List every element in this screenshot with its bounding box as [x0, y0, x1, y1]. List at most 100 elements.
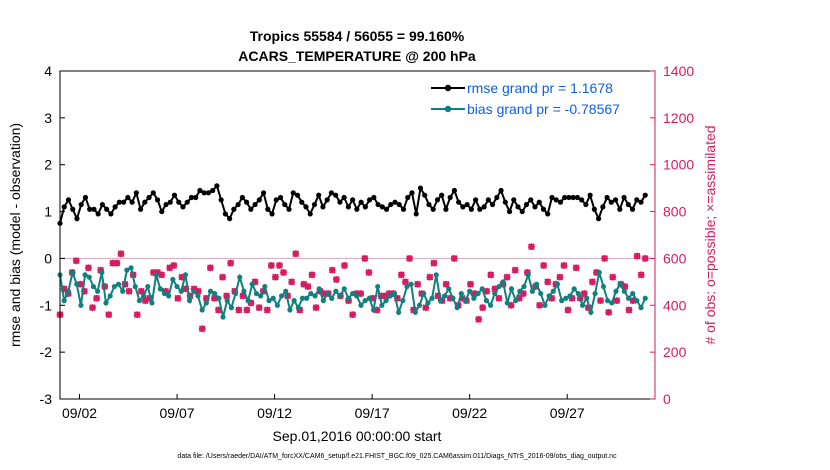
rmse-point — [595, 216, 602, 222]
bias-point — [337, 293, 343, 299]
bias-point — [103, 300, 109, 306]
rmse-point — [222, 211, 228, 217]
bias-point — [529, 288, 535, 294]
legend: rmse grand pr = 1.1678 bias grand pr = -… — [431, 80, 620, 117]
rmse-point — [388, 201, 394, 208]
bias-point — [362, 298, 368, 304]
rmse-point — [65, 197, 72, 203]
bias-point — [107, 293, 113, 299]
bias-point — [496, 283, 502, 290]
y-axis-right-label: # of obs: o=possible; ×=assimilated — [702, 125, 718, 344]
obs-assimilated-marker — [117, 250, 125, 258]
obs-assimilated-marker — [625, 306, 633, 314]
obs-assimilated-marker — [426, 273, 434, 281]
obs-assimilated-marker — [85, 264, 92, 272]
bias-point — [299, 295, 306, 301]
rmse-point — [519, 208, 525, 215]
obs-assimilated-marker — [637, 271, 645, 279]
bias-point — [450, 295, 456, 301]
bias-point — [78, 302, 84, 308]
rmse-point — [434, 197, 441, 203]
obs-assimilated-marker — [288, 278, 296, 286]
bias-point — [437, 298, 444, 304]
bias-point — [471, 295, 477, 301]
rmse-point — [70, 206, 76, 212]
bias-point — [241, 288, 247, 294]
bias-point — [237, 274, 243, 280]
rmse-point — [137, 206, 144, 212]
bias-point — [400, 298, 406, 304]
bias-point — [115, 281, 122, 287]
rmse-point — [299, 199, 305, 205]
obs-assimilated-marker — [247, 299, 255, 307]
rmse-point — [74, 216, 80, 222]
rmse-point — [532, 204, 538, 210]
bias-point — [500, 279, 506, 285]
rmse-point — [456, 199, 462, 205]
obs-assimilated-marker — [170, 262, 178, 269]
bias-point — [559, 298, 565, 304]
obs-assimilated-marker — [308, 271, 316, 279]
obs-assimilated-marker — [272, 273, 279, 281]
obs-assimilated-marker — [219, 273, 226, 281]
rmse-point — [396, 201, 402, 208]
bias-point — [542, 302, 548, 308]
rmse-point — [324, 197, 330, 203]
bias-point — [379, 302, 385, 308]
rmse-point — [409, 190, 415, 196]
bias-point — [74, 281, 80, 287]
bias-point — [596, 269, 602, 276]
bias-point — [408, 281, 414, 287]
bias-point — [278, 293, 285, 299]
bias-point — [567, 293, 573, 299]
bias-point — [354, 293, 360, 299]
rmse-point — [193, 194, 199, 201]
bias-point — [316, 286, 322, 292]
bias-point — [132, 283, 138, 290]
rmse-point — [468, 206, 474, 212]
bias-point — [249, 281, 255, 287]
bias-point — [111, 283, 117, 290]
rmse-point — [154, 197, 161, 203]
rmse-point — [244, 199, 250, 205]
rmse-point — [159, 208, 165, 215]
rmse-point — [108, 211, 114, 217]
rmse-point — [82, 194, 89, 201]
obs-assimilated-marker — [267, 262, 275, 269]
obs-assimilated-marker — [133, 311, 141, 319]
x-tick-label: 09/27 — [550, 405, 585, 421]
bias-point — [630, 290, 636, 297]
obs-assimilated-marker — [564, 306, 572, 314]
rmse-point — [99, 201, 106, 208]
bias-point — [304, 295, 310, 301]
bias-point — [609, 300, 615, 306]
x-tick-label: 09/17 — [355, 405, 390, 421]
rmse-point — [116, 199, 122, 205]
rmse-point — [625, 201, 631, 208]
bias-point — [262, 283, 268, 290]
rmse-point — [371, 194, 377, 201]
bias-point — [366, 295, 372, 301]
rmse-point — [460, 204, 466, 210]
rmse-point — [294, 192, 301, 198]
bias-point — [266, 298, 272, 304]
obs-assimilated-marker — [589, 278, 596, 286]
rmse-point — [290, 190, 296, 196]
bias-point — [375, 283, 381, 290]
bias-point — [575, 290, 581, 297]
obs-assimilated-marker — [397, 271, 405, 279]
obs-assimilated-marker — [341, 262, 348, 269]
rmse-point — [277, 194, 284, 201]
bias-point — [320, 298, 326, 304]
bias-point — [588, 309, 594, 315]
rmse-point — [587, 192, 593, 198]
bias-point — [458, 290, 464, 297]
bias-point — [487, 302, 494, 308]
bias-point — [166, 293, 172, 299]
obs-assimilated-marker — [227, 259, 235, 267]
obs-assimilated-marker — [613, 297, 621, 304]
rmse-point — [494, 194, 500, 201]
bias-point — [433, 272, 439, 278]
bias-point — [592, 290, 598, 297]
bias-point — [170, 276, 176, 283]
